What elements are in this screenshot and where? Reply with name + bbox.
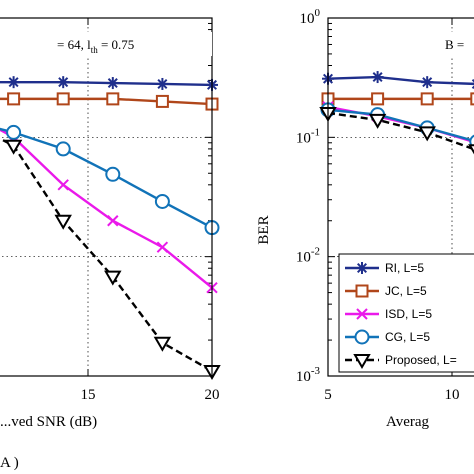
series-line [327,108,474,143]
data-point [7,92,21,106]
plot-frame [0,17,213,377]
legend-item: Proposed, L= [345,353,457,369]
series-line [0,97,213,106]
data-point [105,166,121,182]
data-point [155,94,169,108]
data-point [371,92,385,106]
right-chart: 5 10 100 10-1 10-2 10-3 RI, L=5 JC, L=5 ISD, L=5… [296,7,474,403]
x-tick-label: 5 [324,387,332,403]
data-point [368,113,387,129]
y-tick-label: 10-1 [296,126,320,146]
data-point [56,92,70,106]
data-point [106,77,119,90]
legend-label: RI, L=5 [385,261,424,275]
annotation-box [438,32,474,56]
legend-label: ISD, L=5 [385,307,432,321]
data-point [7,76,20,89]
series-line [0,137,213,373]
data-point [104,270,122,286]
legend-label: Proposed, L= [385,353,457,367]
plot-frame [327,17,474,377]
series-1 [0,92,219,111]
data-point [420,92,434,106]
data-point [470,92,474,106]
y-tick-label: 100 [300,7,321,27]
data-point [54,214,72,230]
data-point [418,126,436,142]
right-x-axis-label: Averag [386,414,430,430]
right-y-axis-label: BER [256,215,272,244]
legend-marker [356,262,368,274]
legend-item: ISD, L=5 [345,307,432,321]
legend-marker [356,308,368,320]
left-annotation: = 64, lth = 0.75 [57,37,134,55]
legend-marker [354,329,370,345]
y-tick-label: 10-2 [296,246,320,266]
data-point [57,179,69,191]
series-3 [0,124,220,236]
series-line [0,80,213,87]
series-line [327,75,474,86]
plot-area [0,18,212,376]
series-line [0,128,213,289]
data-point [156,77,169,90]
left-x-axis-label: ...ved SNR (dB) [0,414,97,430]
x-tick-label: 20 [205,387,220,403]
data-point [468,144,474,155]
legend-label: CG, L=5 [385,330,430,344]
data-point [107,215,119,227]
right-annotation: B = [445,37,464,52]
data-point [55,141,71,157]
legend-marker [353,354,371,369]
series-line [0,127,213,229]
figure-caption: A ) [0,455,19,471]
data-point [421,76,434,89]
data-point [57,76,70,89]
data-point [371,71,384,84]
series-0 [0,76,218,91]
x-tick-label: 10 [445,387,460,403]
legend-marker [355,284,369,298]
data-point [106,92,120,106]
series-line [327,111,474,151]
annotation-box [48,32,212,56]
x-tick-label: 15 [81,387,96,403]
data-point [153,336,172,352]
legend-label: JC, L=5 [385,284,427,298]
legend-item: RI, L=5 [345,261,424,275]
data-point [4,139,23,155]
legend: RI, L=5 JC, L=5 ISD, L=5 CG, L=5 Proposed, L… [338,253,474,373]
y-tick-label: 10-3 [296,365,321,385]
data-point [6,124,22,140]
data-point [154,193,170,209]
left-chart: 15 20 [0,17,221,403]
chart-labels: ...ved SNR (dB) Averag BER = 64, lth = 0… [0,37,464,471]
legend-item: CG, L=5 [345,329,430,345]
data-point [156,241,169,253]
legend-item: JC, L=5 [345,284,427,298]
